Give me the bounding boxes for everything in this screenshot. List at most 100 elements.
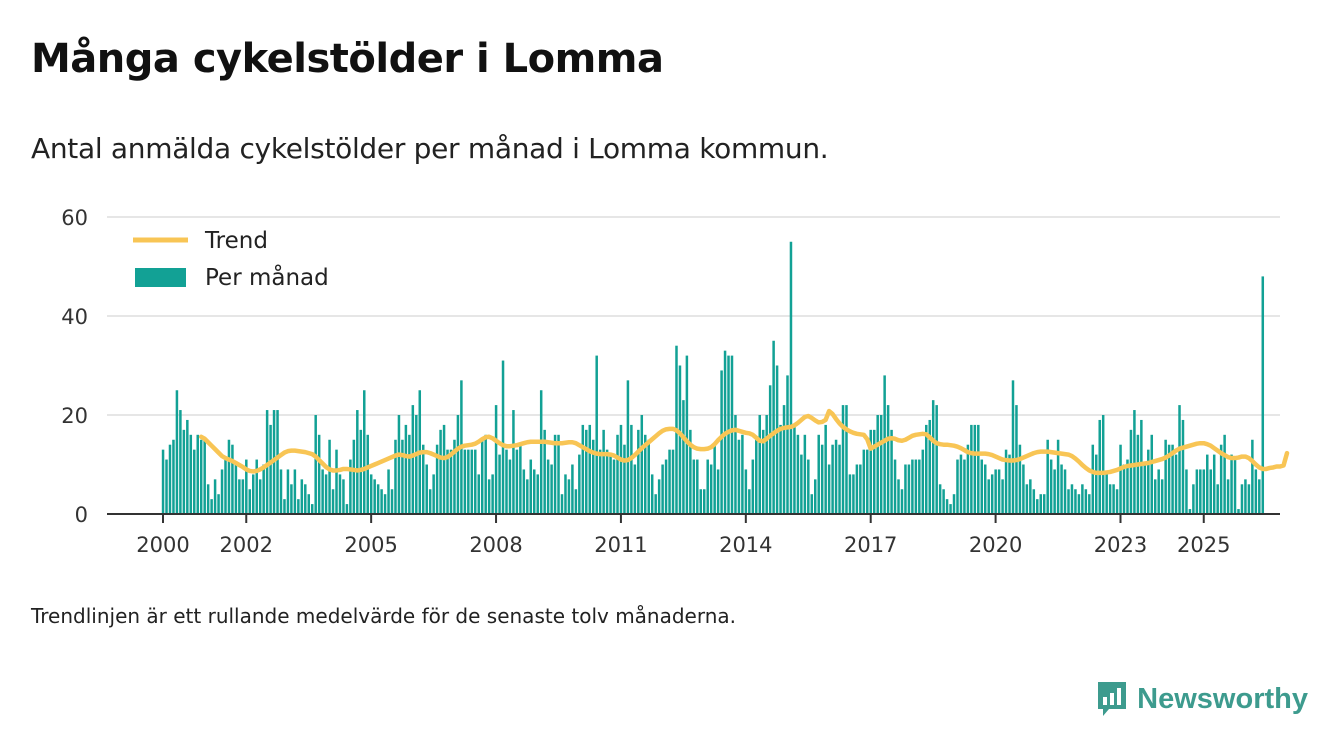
bar <box>255 459 258 514</box>
bar <box>772 340 775 514</box>
bar <box>411 405 415 514</box>
bar <box>671 449 675 514</box>
bar <box>314 415 317 514</box>
bar <box>758 415 761 514</box>
bar <box>997 469 1001 514</box>
bar <box>734 415 737 514</box>
bar <box>977 424 980 514</box>
x-tick-label: 2020 <box>969 533 1022 557</box>
bar <box>1237 509 1240 514</box>
bar <box>869 429 873 514</box>
bar <box>768 385 772 514</box>
bar <box>803 434 807 514</box>
bar <box>567 479 571 514</box>
bar <box>1022 464 1025 514</box>
bar <box>369 474 373 514</box>
bar <box>404 424 408 514</box>
bar <box>470 449 474 514</box>
bar <box>859 464 862 514</box>
bar <box>467 449 470 514</box>
legend-bar-swatch <box>135 268 186 287</box>
bar <box>727 355 730 514</box>
bar <box>442 424 446 514</box>
bar <box>696 459 699 514</box>
bar <box>172 439 175 514</box>
bar <box>1258 479 1261 514</box>
bar <box>300 479 304 514</box>
bar <box>876 415 879 514</box>
bar <box>1046 439 1049 514</box>
bar <box>1042 494 1046 514</box>
bar <box>779 424 782 514</box>
bar <box>980 459 984 514</box>
bar <box>310 504 314 514</box>
bar <box>1081 484 1084 514</box>
page-title: Många cykelstölder i Lomma <box>31 36 664 82</box>
bar <box>519 444 522 514</box>
bar <box>394 439 397 514</box>
footnote: Trendlinjen är ett rullande medelvärde f… <box>31 604 737 628</box>
bar <box>761 429 765 514</box>
bar <box>782 405 786 514</box>
bar <box>1056 439 1060 514</box>
bar <box>1098 419 1101 514</box>
bar <box>498 454 501 514</box>
bar <box>630 424 633 514</box>
bar <box>699 489 703 514</box>
bar <box>421 444 425 514</box>
bar <box>1147 449 1150 514</box>
bar <box>546 459 550 514</box>
bar <box>269 424 272 514</box>
bar <box>748 489 751 514</box>
bar <box>682 400 685 514</box>
bar <box>737 439 741 514</box>
bar <box>484 434 487 514</box>
bar <box>1150 434 1154 514</box>
bar <box>342 479 345 514</box>
bar <box>1091 444 1095 514</box>
brand[interactable]: Newsworthy <box>1095 680 1308 718</box>
bar <box>453 439 456 514</box>
x-tick-label: 2014 <box>719 533 772 557</box>
bar <box>1126 459 1129 514</box>
bar <box>1226 479 1230 514</box>
bar <box>595 355 598 514</box>
bar <box>644 434 647 514</box>
bar <box>581 424 585 514</box>
bar <box>654 494 657 514</box>
bar <box>689 429 692 514</box>
bar <box>491 474 494 514</box>
bar <box>678 365 682 514</box>
bar <box>1088 494 1091 514</box>
bar <box>352 439 356 514</box>
bar <box>231 444 234 514</box>
bar <box>1160 479 1164 514</box>
bar <box>1008 454 1011 514</box>
bar <box>1039 494 1042 514</box>
tick-labels: 0 20 40 60 2000 2002 2005 2008 2011 2014 2017 2020 2… <box>61 206 1230 557</box>
bar <box>1101 415 1105 514</box>
bar <box>605 449 609 514</box>
bar <box>175 390 179 514</box>
bar <box>390 489 394 514</box>
bar <box>1004 449 1008 514</box>
bar <box>508 459 512 514</box>
bar <box>966 444 970 514</box>
bar <box>397 415 401 514</box>
bar <box>338 474 342 514</box>
bar <box>220 469 224 514</box>
bar <box>1254 469 1258 514</box>
bar <box>838 444 841 514</box>
bar <box>1011 380 1015 514</box>
bar <box>685 355 689 514</box>
bar <box>304 484 307 514</box>
bar <box>664 459 668 514</box>
bar <box>276 410 279 514</box>
bar <box>165 459 168 514</box>
bar <box>203 439 206 514</box>
bar <box>963 459 966 514</box>
bar <box>248 489 252 514</box>
trend-line <box>198 408 1290 476</box>
trend-series <box>198 408 1290 476</box>
bar <box>702 489 706 514</box>
